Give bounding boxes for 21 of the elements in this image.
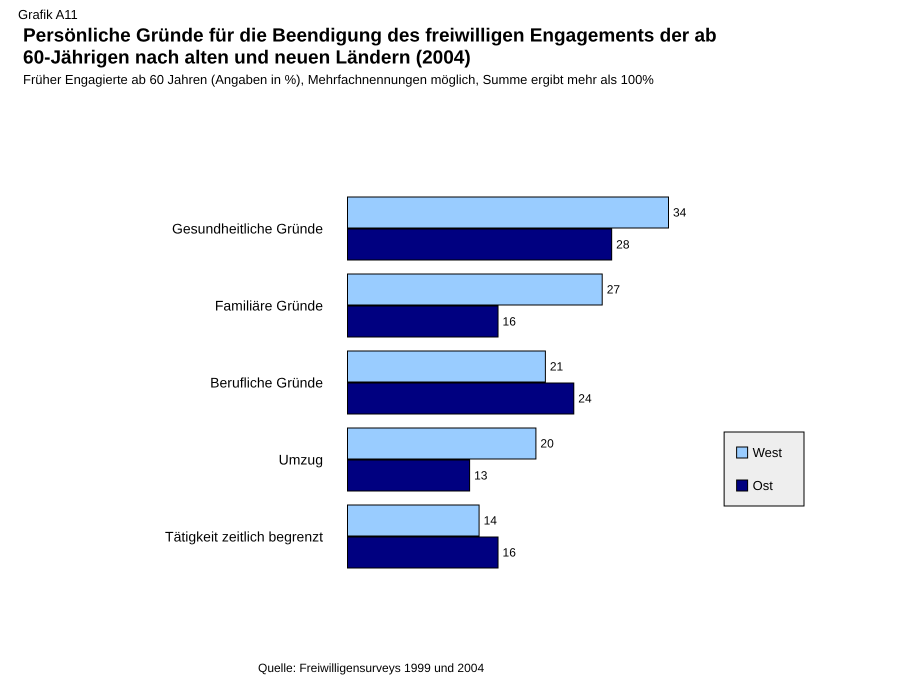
- data-label: 27: [606, 282, 620, 296]
- text: Grafik A11: [18, 7, 78, 22]
- legend-label: Ost: [752, 478, 774, 493]
- y-tick-label: Tätigkeit zeitlich begrenzt: [165, 528, 324, 544]
- y-tick-label: Umzug: [278, 452, 323, 468]
- data-label: 28: [616, 238, 630, 252]
- y-tick-label: Berufliche Gründe: [210, 374, 324, 390]
- y-tick-label: Gesundheitliche Gründe: [172, 220, 324, 236]
- source-note: Quelle: Freiwilligensurveys 1999 und 2004: [258, 661, 484, 675]
- data-label: 16: [502, 546, 516, 560]
- data-label: 14: [484, 514, 498, 528]
- chart-title: Persönliche Gründe für die Beendigung des freiwilligen Engagements der ab 60-Jährigen nach alten und neuen Ländern (2004): [23, 26, 722, 68]
- data-label: 34: [673, 206, 687, 220]
- data-label: 16: [502, 314, 516, 328]
- data-label: 21: [550, 360, 564, 374]
- legend-label: West: [752, 445, 782, 460]
- data-label: 24: [578, 392, 592, 406]
- y-tick-label: Familiäre Gründe: [214, 298, 324, 314]
- chart-subtitle: Früher Engagierte ab 60 Jahren (Angaben in %), Mehrfachnennungen möglich, Summe ergibt mehr als 100%: [23, 72, 654, 87]
- data-label: 20: [540, 436, 554, 450]
- data-label: 13: [474, 468, 488, 482]
